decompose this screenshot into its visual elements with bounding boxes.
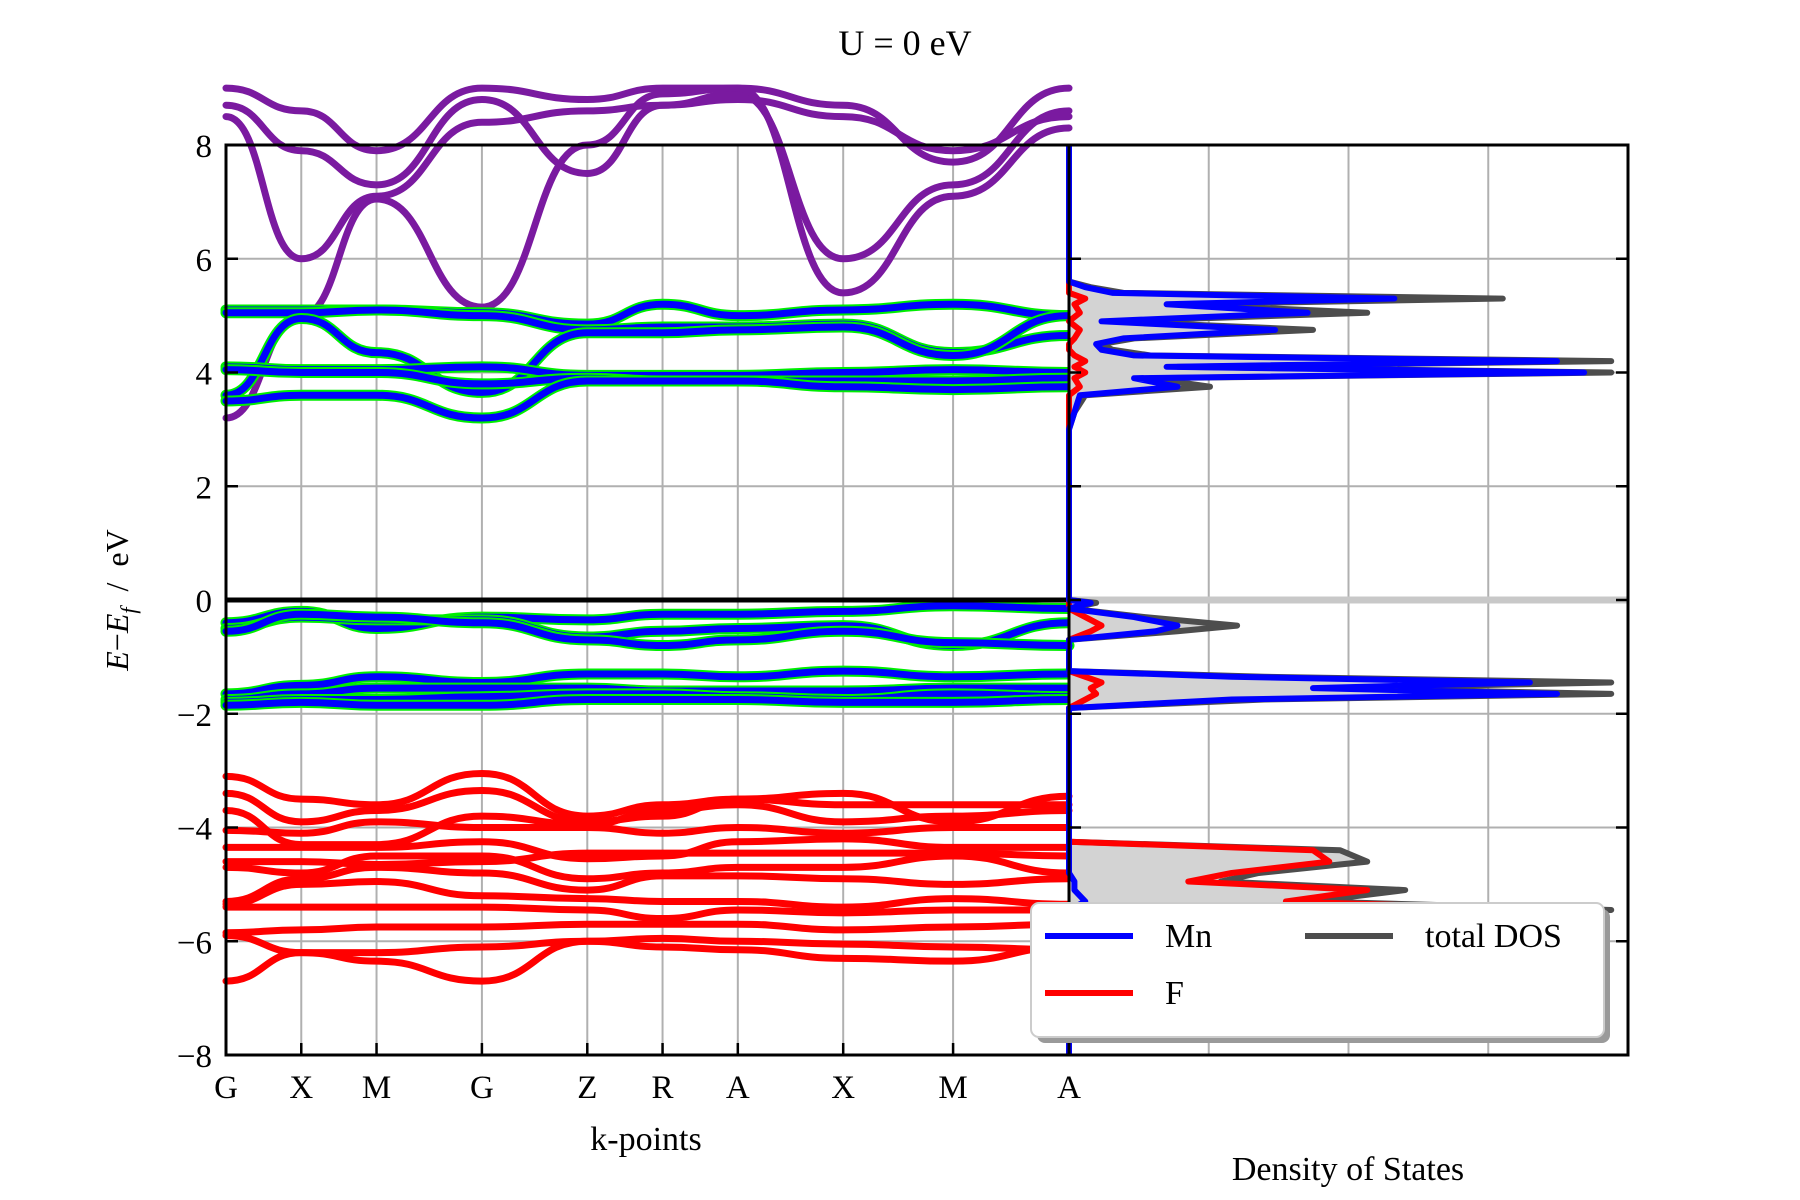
y-tick-label-4: 0 (196, 584, 213, 620)
chart-title: U = 0 eV (838, 23, 971, 63)
y-axis-label: E−Ef / eV (99, 529, 141, 671)
band-29 (222, 937, 1073, 985)
band-17 (222, 769, 1073, 826)
k-point-label-8: M (938, 1070, 967, 1106)
band-28 (222, 932, 1073, 957)
y-axis-label-minus: − (99, 633, 135, 651)
band-1 (222, 90, 1073, 263)
k-point-label-3: G (470, 1070, 494, 1106)
band-lines (220, 84, 1075, 985)
band-12 (222, 610, 1073, 650)
y-axis-label-unit: / eV (99, 529, 135, 607)
band-23 (222, 852, 1073, 883)
y-tick-label-1: 6 (196, 243, 213, 279)
y-tick-label-7: −6 (177, 925, 212, 961)
legend-box (1030, 902, 1605, 1038)
band-27 (222, 920, 1073, 937)
band-9 (222, 377, 1073, 422)
k-point-label-6: A (726, 1070, 750, 1106)
y-axis-label-e1: E (99, 651, 135, 672)
k-point-label-7: X (831, 1070, 855, 1106)
band-21 (222, 835, 1073, 863)
band-16 (222, 696, 1073, 709)
k-point-label-4: Z (577, 1070, 597, 1106)
band-6 (222, 312, 1073, 399)
legend: Mn total DOS F (1030, 902, 1610, 1043)
legend-label-mn: Mn (1165, 918, 1212, 955)
y-axis-label-sub: f (116, 605, 141, 614)
band-22 (222, 849, 1073, 868)
y-tick-label-0: 8 (196, 129, 213, 165)
band-24 (222, 863, 1073, 905)
dos-f-curve (1066, 145, 1561, 1055)
axes-frames (224, 143, 1630, 1057)
band-panel (220, 84, 1075, 1057)
legend-label-f: F (1165, 975, 1184, 1012)
y-tick-label-6: −4 (177, 812, 212, 848)
dos-x-axis-label: Density of States (1232, 1151, 1464, 1188)
band-x-axis-label: k-points (590, 1121, 701, 1158)
k-point-label-2: M (362, 1070, 391, 1106)
k-point-label-9: A (1057, 1070, 1081, 1106)
y-tick-label-3: 2 (196, 470, 213, 506)
band-25 (222, 878, 1073, 911)
band-26 (222, 903, 1073, 923)
y-tick-label-2: 4 (196, 357, 213, 393)
k-point-label-0: G (214, 1070, 238, 1106)
band-20 (222, 818, 1073, 837)
legend-label-total-dos: total DOS (1425, 918, 1562, 955)
k-point-label-1: X (289, 1070, 313, 1106)
dos-frame (1067, 143, 1630, 1057)
y-tick-label-5: −2 (177, 698, 212, 734)
band-13 (222, 667, 1073, 698)
k-point-label-5: R (652, 1070, 674, 1106)
y-tick-labels: 8 6 4 2 0 −2 −4 −6 −8 (177, 129, 212, 1075)
y-axis-label-e2: E (99, 613, 135, 634)
y-tick-label-8: −8 (177, 1039, 212, 1075)
